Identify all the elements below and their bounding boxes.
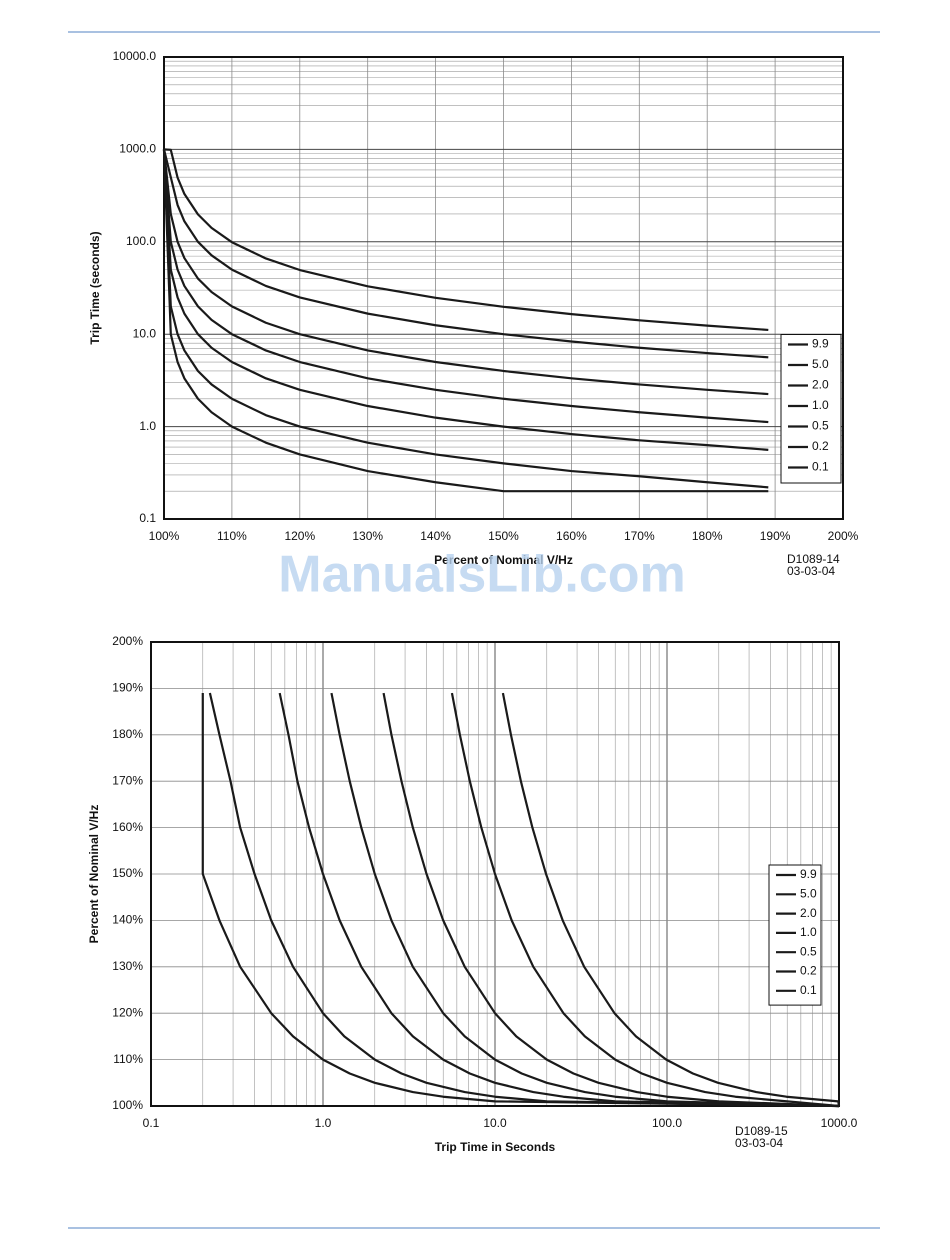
y-tick-label: 1.0 bbox=[139, 419, 156, 433]
series-line bbox=[162, 149, 769, 493]
x-tick-label: 1.0 bbox=[315, 1116, 332, 1130]
legend-label: 0.1 bbox=[812, 460, 829, 474]
figure-note: D1089-14 bbox=[787, 552, 840, 566]
figure-note: 03-03-04 bbox=[787, 564, 835, 578]
legend-box bbox=[780, 334, 842, 484]
y-axis-label: Trip Time (seconds) bbox=[88, 231, 102, 344]
x-tick-label: 0.1 bbox=[143, 1116, 160, 1130]
x-axis-label: Trip Time in Seconds bbox=[435, 1140, 556, 1154]
legend-label: 9.9 bbox=[812, 337, 829, 351]
y-tick-label: 10000.0 bbox=[113, 49, 157, 63]
y-tick-label: 160% bbox=[112, 820, 143, 834]
x-tick-label: 1000.0 bbox=[821, 1116, 858, 1130]
legend-box bbox=[768, 864, 822, 1006]
legend-label: 0.5 bbox=[812, 419, 829, 433]
series-line bbox=[163, 148, 769, 332]
y-tick-label: 150% bbox=[112, 866, 143, 880]
series-line bbox=[501, 692, 841, 1107]
legend-label: 1.0 bbox=[800, 925, 817, 939]
x-tick-label: 100.0 bbox=[652, 1116, 682, 1130]
watermark: ManualsLib.com bbox=[278, 546, 685, 604]
y-tick-label: 190% bbox=[112, 681, 143, 695]
series-line bbox=[450, 692, 840, 1108]
x-tick-label: 200% bbox=[828, 529, 859, 543]
legend-label: 0.2 bbox=[800, 964, 817, 978]
legend-label: 1.0 bbox=[812, 398, 829, 412]
series-line bbox=[162, 149, 769, 359]
x-tick-label: 100% bbox=[149, 529, 180, 543]
series-line bbox=[201, 693, 840, 1108]
x-tick-label: 170% bbox=[624, 529, 655, 543]
series-line bbox=[162, 149, 769, 424]
x-tick-label: 190% bbox=[760, 529, 791, 543]
legend-label: 0.5 bbox=[800, 944, 817, 958]
y-tick-label: 110% bbox=[113, 1052, 143, 1066]
legend-label: 0.2 bbox=[812, 439, 829, 453]
series-line bbox=[162, 149, 769, 489]
x-tick-label: 120% bbox=[284, 529, 315, 543]
x-tick-label: 160% bbox=[556, 529, 587, 543]
plot-frame bbox=[150, 641, 840, 1107]
y-tick-label: 130% bbox=[112, 959, 143, 973]
plot-frame bbox=[163, 56, 844, 520]
legend-label: 2.0 bbox=[800, 906, 817, 920]
series-line bbox=[278, 692, 840, 1108]
y-axis-label: Percent of Nominal V/Hz bbox=[87, 805, 101, 944]
legend-label: 2.0 bbox=[812, 378, 829, 392]
x-tick-label: 140% bbox=[420, 529, 451, 543]
figure-note: D1089-15 bbox=[735, 1124, 788, 1138]
y-tick-label: 10.0 bbox=[133, 326, 157, 340]
legend-label: 5.0 bbox=[800, 886, 817, 900]
y-tick-label: 0.1 bbox=[139, 511, 156, 525]
series-line bbox=[162, 149, 769, 396]
x-tick-label: 10.0 bbox=[483, 1116, 507, 1130]
series-line bbox=[208, 692, 840, 1108]
x-tick-label: 180% bbox=[692, 529, 723, 543]
x-tick-label: 110% bbox=[217, 529, 247, 543]
x-tick-label: 150% bbox=[488, 529, 519, 543]
y-tick-label: 1000.0 bbox=[119, 142, 156, 156]
y-tick-label: 140% bbox=[112, 913, 143, 927]
y-tick-label: 100.0 bbox=[126, 234, 156, 248]
legend-label: 0.1 bbox=[800, 983, 817, 997]
y-tick-label: 120% bbox=[112, 1005, 143, 1019]
y-tick-label: 180% bbox=[112, 727, 143, 741]
series-line bbox=[330, 692, 840, 1108]
x-axis-label: Percent of Nominal V/Hz bbox=[434, 553, 573, 567]
figure-note: 03-03-04 bbox=[735, 1136, 783, 1150]
legend-label: 9.9 bbox=[800, 867, 817, 881]
y-tick-label: 200% bbox=[112, 634, 143, 648]
y-tick-label: 170% bbox=[112, 773, 143, 787]
x-tick-label: 130% bbox=[352, 529, 383, 543]
legend-label: 5.0 bbox=[812, 357, 829, 371]
series-line bbox=[162, 149, 769, 451]
y-tick-label: 100% bbox=[112, 1098, 143, 1112]
series-line bbox=[382, 692, 840, 1108]
